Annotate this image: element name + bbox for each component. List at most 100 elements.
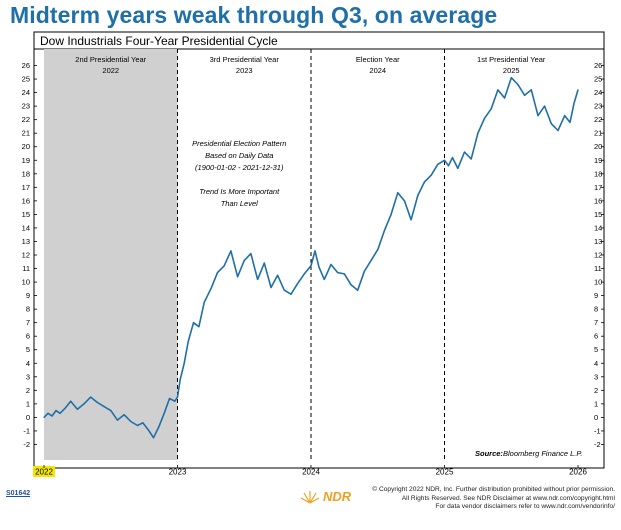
- period-label: Election Year: [356, 55, 400, 64]
- data-point: [116, 419, 118, 421]
- data-point: [290, 293, 292, 295]
- y-tick-label-left: 3: [26, 372, 30, 381]
- period-year-label: 2024: [369, 66, 386, 75]
- y-tick-label-right: 8: [594, 305, 598, 314]
- y-tick-label-left: 2: [26, 386, 30, 395]
- data-point: [303, 273, 305, 275]
- y-tick-label-left: 23: [22, 102, 30, 111]
- x-tick-label: 2024: [302, 468, 320, 477]
- data-point: [337, 272, 339, 274]
- y-tick-label-right: 16: [594, 196, 602, 205]
- data-point: [410, 219, 412, 221]
- data-point: [158, 426, 160, 428]
- annotation-line: Trend Is More Important: [199, 187, 280, 196]
- data-point: [504, 97, 506, 99]
- chart-id-link[interactable]: S01642: [6, 490, 31, 497]
- data-point: [510, 77, 512, 79]
- data-point: [437, 163, 439, 165]
- data-point: [383, 230, 385, 232]
- logo-text: NDR: [323, 489, 352, 504]
- y-tick-label-left: 4: [26, 359, 30, 368]
- data-point: [257, 278, 259, 280]
- data-point: [152, 437, 155, 439]
- data-point: [483, 117, 486, 119]
- annotation-line: Based on Daily Data: [205, 151, 273, 160]
- y-tick-label-right: 26: [594, 61, 602, 70]
- data-point: [203, 301, 205, 303]
- data-point: [123, 414, 125, 416]
- y-tick-label-right: 22: [594, 115, 602, 124]
- annotation-line: (1900-01-02 - 2021-12-31): [195, 163, 284, 172]
- data-point: [577, 89, 579, 91]
- data-point: [179, 378, 181, 381]
- data-point: [524, 94, 526, 96]
- y-tick-label-right: 11: [594, 264, 602, 273]
- chart-border: [33, 31, 605, 469]
- data-point: [70, 400, 72, 402]
- y-tick-label-right: 12: [594, 251, 602, 260]
- data-point: [230, 250, 232, 252]
- source-text: Bloomberg Finance L.P.: [503, 449, 583, 458]
- data-point: [330, 263, 332, 266]
- data-point: [283, 289, 285, 291]
- x-tick-label: 2022: [35, 468, 53, 477]
- period-label: 1st Presidential Year: [477, 55, 546, 64]
- copyright-line: © Copyright 2022 NDR, Inc. Further distr…: [372, 486, 615, 493]
- data-point: [83, 403, 85, 405]
- y-tick-label-left: 8: [26, 305, 30, 314]
- data-point: [277, 274, 279, 276]
- data-point: [263, 262, 265, 264]
- data-point: [564, 115, 566, 117]
- y-tick-label-left: 1: [26, 399, 30, 408]
- y-tick-label-right: 9: [594, 291, 598, 300]
- period-year-label: 2023: [236, 66, 253, 75]
- data-point: [142, 422, 144, 424]
- x-tick-label: 2026: [569, 468, 587, 477]
- y-tick-label-left: 0: [26, 413, 30, 422]
- data-point: [403, 200, 406, 202]
- data-point: [163, 412, 165, 414]
- y-tick-label-right: 6: [594, 332, 598, 341]
- y-tick-label-right: 3: [594, 372, 598, 381]
- data-point: [310, 265, 312, 267]
- data-point: [130, 420, 132, 423]
- y-tick-label-left: 18: [22, 169, 30, 178]
- y-tick-label-left: 14: [22, 223, 30, 232]
- data-point: [183, 362, 185, 364]
- data-point: [223, 265, 225, 267]
- data-point: [90, 396, 92, 398]
- data-point: [497, 89, 499, 91]
- data-point: [168, 397, 171, 400]
- period-label: 3rd Presidential Year: [210, 55, 280, 64]
- period-year-label: 2025: [503, 66, 520, 75]
- copyright-notice: © Copyright 2022 NDR, Inc. Further distr…: [345, 486, 615, 512]
- data-point: [64, 407, 66, 409]
- y-tick-label-left: 25: [22, 75, 30, 84]
- copyright-line: For data vendor disclaimers refer to www…: [435, 503, 615, 510]
- y-tick-label-right: 4: [594, 359, 598, 368]
- sunburst-icon: [300, 490, 320, 504]
- y-tick-label-right: 15: [594, 210, 602, 219]
- y-tick-label-right: 19: [594, 156, 602, 165]
- data-point: [443, 159, 446, 161]
- y-tick-label-left: 19: [22, 156, 30, 165]
- y-tick-label-right: -1: [594, 426, 601, 435]
- data-point: [147, 429, 149, 431]
- data-point: [451, 157, 454, 159]
- data-point: [96, 401, 98, 404]
- y-tick-label-left: 5: [26, 345, 30, 354]
- data-point: [216, 272, 219, 274]
- period-year-label: 2022: [102, 66, 119, 75]
- data-point: [370, 259, 372, 261]
- headline: Midterm years weak through Q3, on averag…: [10, 2, 498, 28]
- data-point: [417, 194, 419, 197]
- data-point: [470, 158, 472, 160]
- data-point: [323, 278, 325, 280]
- annotation-line: Presidential Election Pattern: [192, 139, 286, 148]
- y-tick-label-right: 25: [594, 75, 602, 84]
- y-tick-label-right: 2: [594, 386, 598, 395]
- y-tick-label-right: 7: [594, 318, 598, 327]
- data-point: [537, 115, 539, 117]
- data-point: [76, 408, 78, 410]
